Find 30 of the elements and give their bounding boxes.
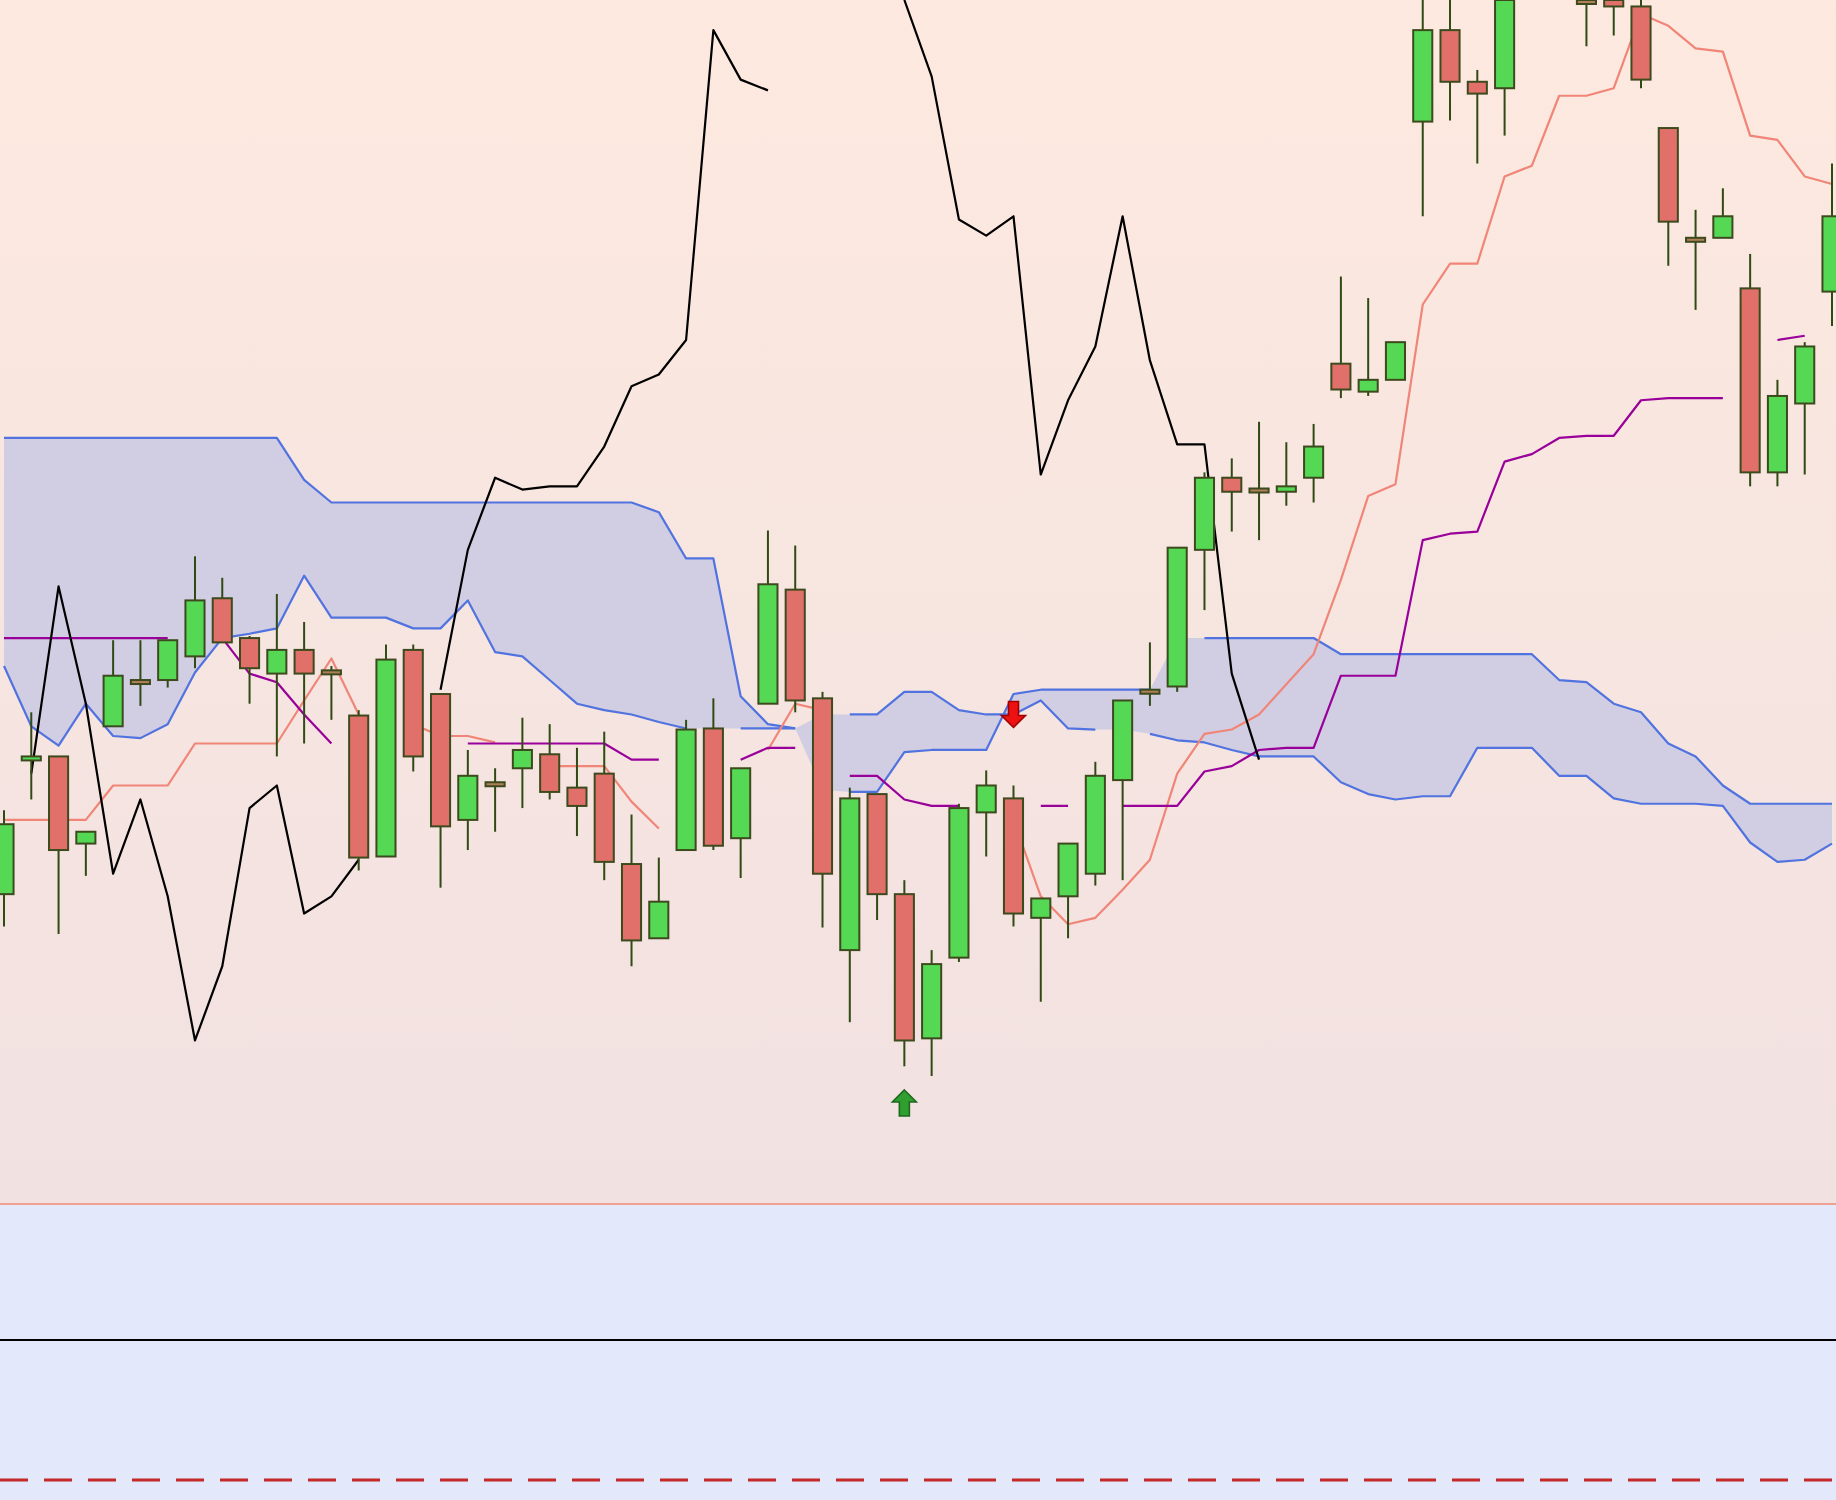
candlestick [239, 634, 261, 705]
candlestick [20, 711, 42, 801]
candlestick [457, 748, 479, 852]
candlestick [1303, 422, 1325, 504]
candlestick [1712, 187, 1734, 239]
candlestick [1466, 68, 1488, 165]
candlestick [511, 716, 533, 810]
candlestick [539, 723, 561, 801]
candlestick [320, 665, 342, 721]
candlestick [1030, 897, 1052, 1003]
candlestick [1603, 0, 1625, 37]
candlestick [157, 639, 179, 689]
candlestick [266, 592, 288, 758]
candlestick [1248, 420, 1270, 542]
candlestick [293, 620, 315, 745]
candlestick [1275, 441, 1297, 507]
candlestick [484, 767, 506, 833]
candlestick [1575, 0, 1597, 48]
candlestick [1384, 341, 1407, 381]
candlestick [1221, 457, 1243, 533]
candlestick [129, 639, 151, 707]
candlestick [1139, 641, 1161, 707]
candlestick [1685, 208, 1707, 311]
candlestick [648, 856, 670, 940]
candlestick [211, 576, 233, 644]
candlestick [566, 746, 588, 838]
candlestick [1330, 275, 1352, 400]
candlestick [1357, 297, 1379, 397]
candlestick [975, 769, 997, 858]
candlestick [75, 830, 97, 877]
